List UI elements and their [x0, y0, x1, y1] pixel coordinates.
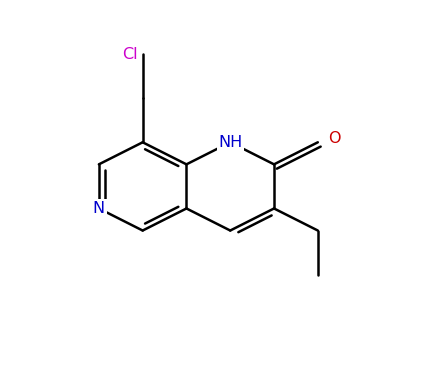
Text: Cl: Cl — [122, 47, 138, 62]
Text: NH: NH — [218, 135, 242, 150]
Text: O: O — [328, 131, 340, 146]
Text: N: N — [93, 201, 105, 216]
